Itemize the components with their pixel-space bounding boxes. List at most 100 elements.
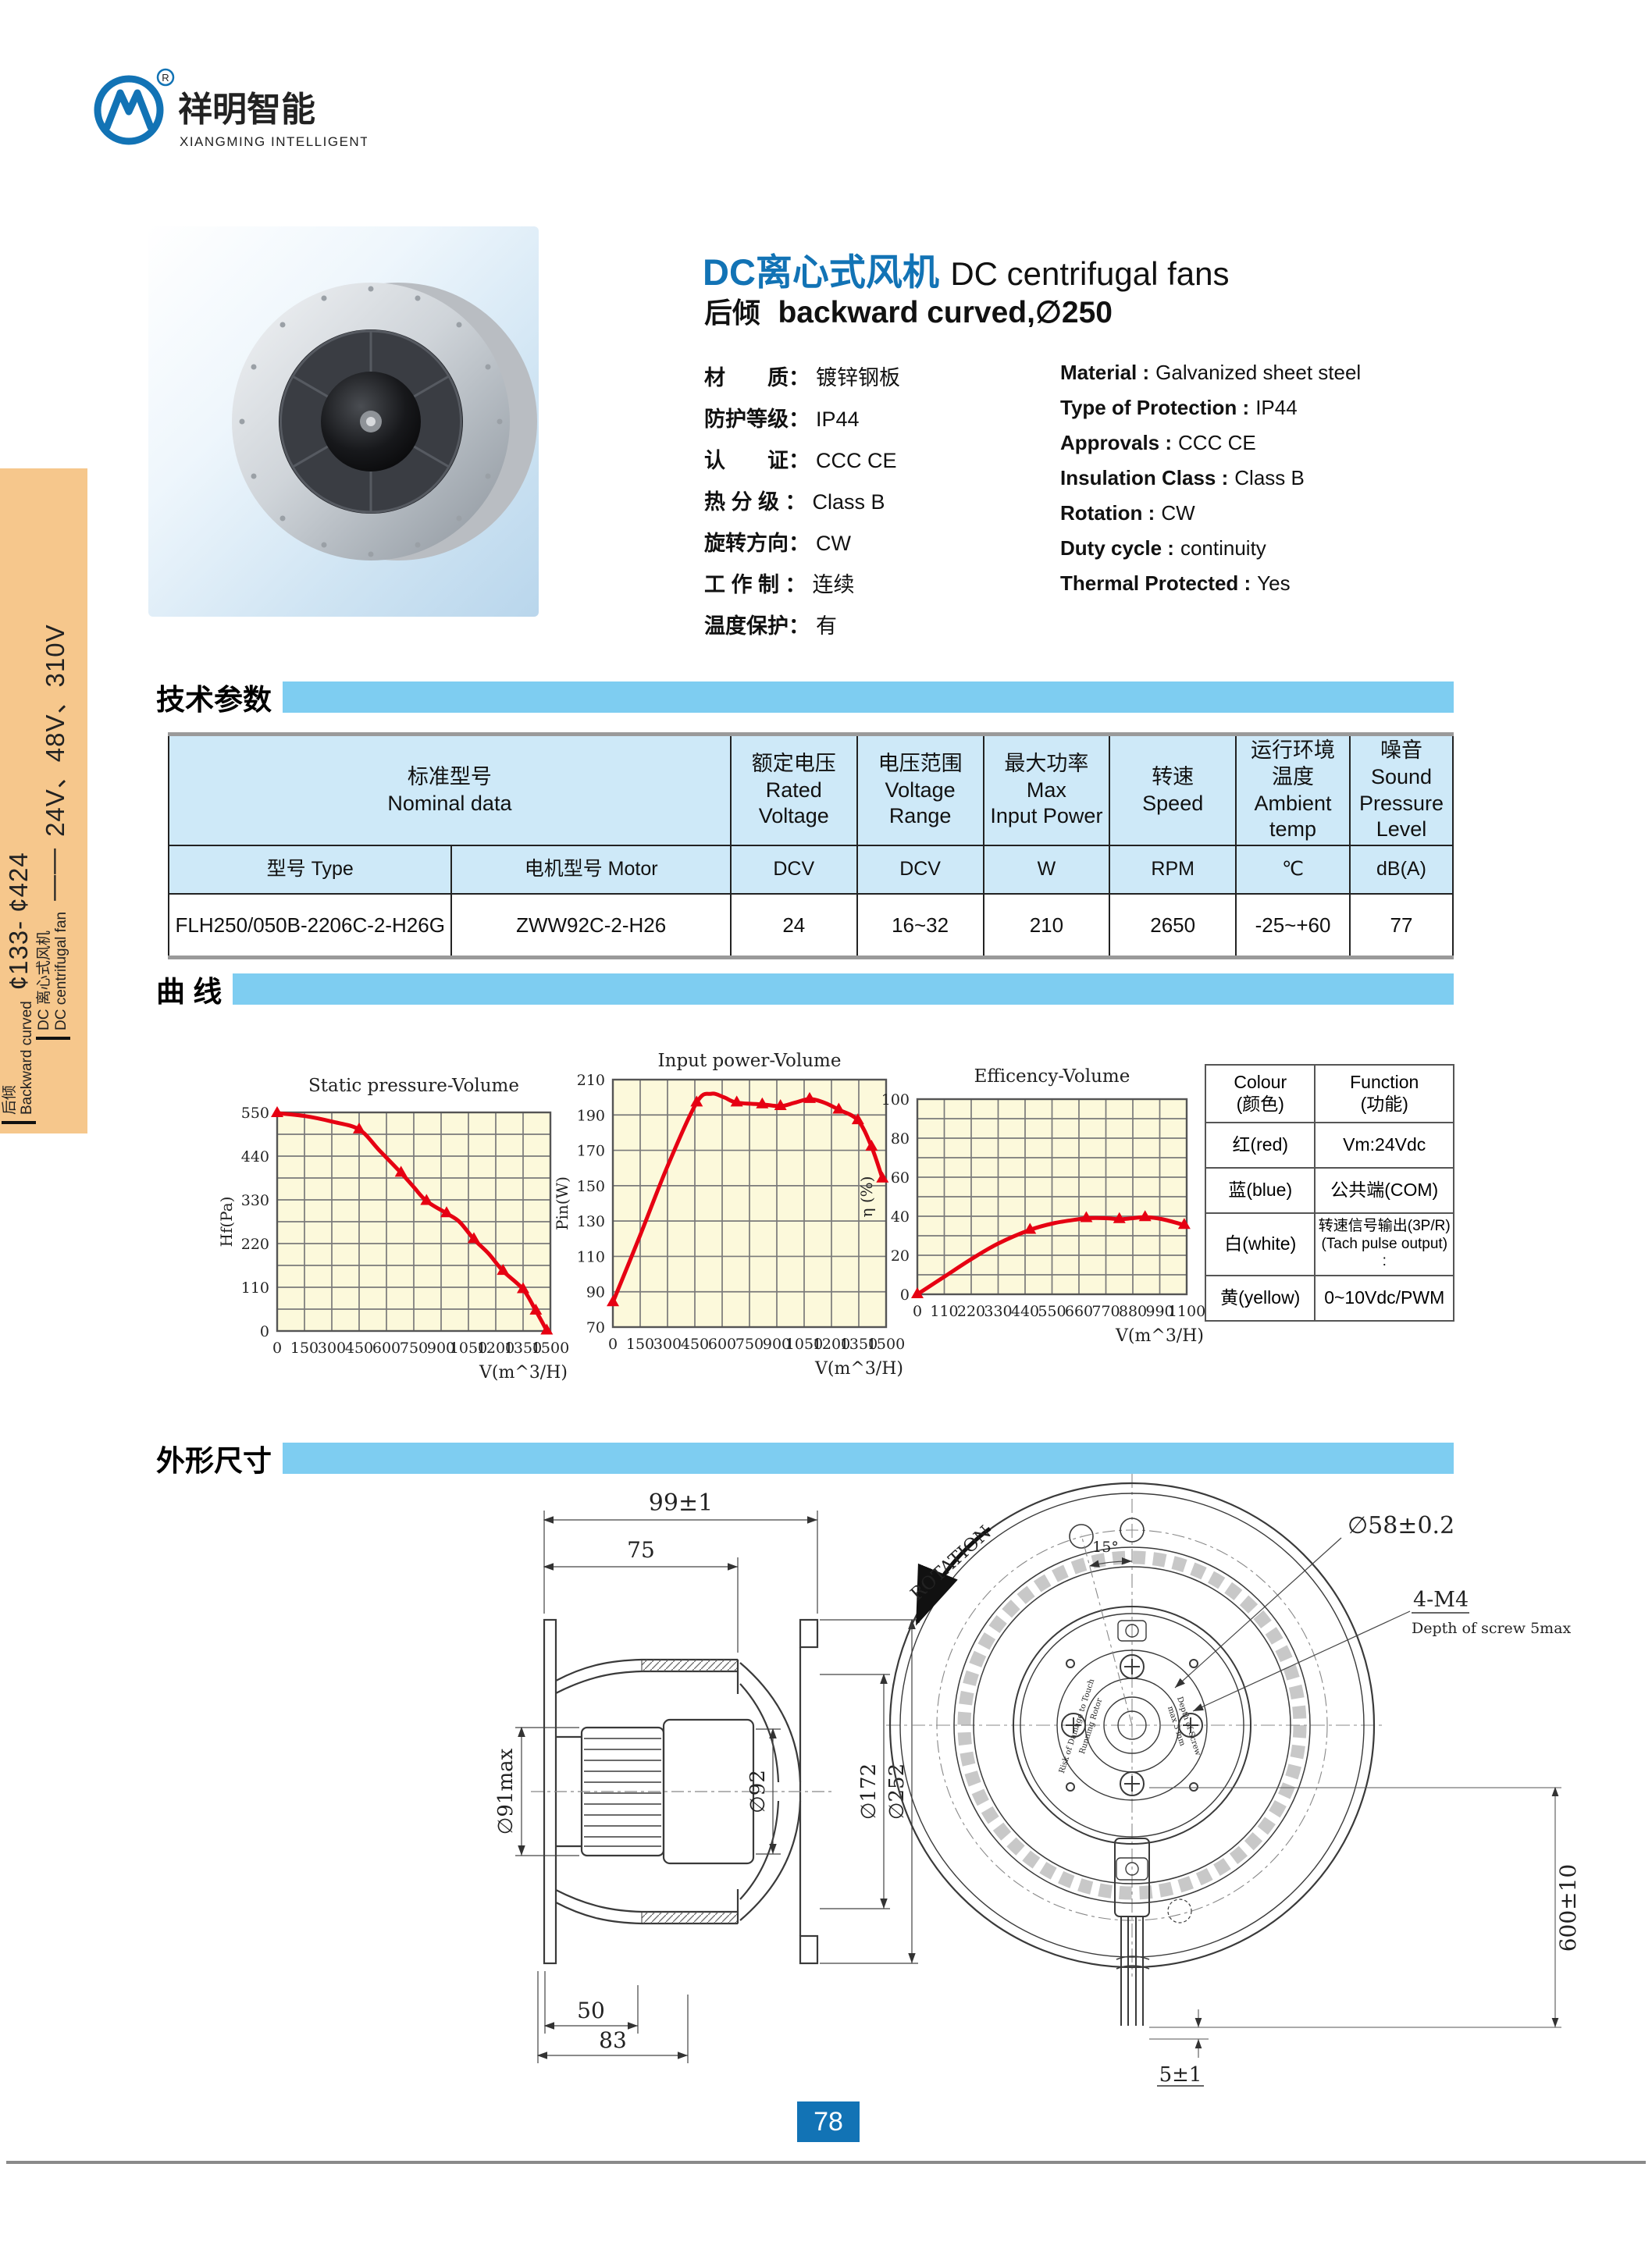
footer-rule xyxy=(6,2161,1646,2164)
svg-text:Hf(Pa): Hf(Pa) xyxy=(217,1197,236,1247)
sidebar-series-en: DC centrifugal fan xyxy=(53,911,69,1030)
chart-input-power-volume: 0 150300450600750900105012001350150070901… xyxy=(553,1051,905,1379)
svg-text:90: 90 xyxy=(586,1284,605,1301)
spec-list-en: Material : Galvanized sheet steel Type of… xyxy=(1060,361,1361,596)
svg-text:600: 600 xyxy=(372,1340,401,1357)
svg-text:600: 600 xyxy=(708,1336,736,1353)
svg-text:Pin(W): Pin(W) xyxy=(553,1176,571,1230)
header-voltage-range: 电压范围 Voltage Range xyxy=(856,733,984,846)
sidebar-series-cn: DC 离心式风机 xyxy=(36,931,53,1030)
unit-w: W xyxy=(982,845,1111,895)
svg-text:550: 550 xyxy=(241,1105,269,1122)
unit-dcv2: DCV xyxy=(856,845,984,895)
unit-dba: dB(A) xyxy=(1348,845,1454,895)
subtitle-cn: 后倾 xyxy=(704,297,761,329)
page-number-badge: 78 xyxy=(797,2101,860,2142)
svg-text:η (%): η (%) xyxy=(857,1176,876,1218)
dim-50: 50 xyxy=(577,1998,605,2023)
svg-text:220: 220 xyxy=(241,1236,269,1253)
spec-row: 防护等级： IP44 xyxy=(704,407,860,431)
fan-image-icon xyxy=(232,283,537,560)
wire-header-function: Function (功能) xyxy=(1314,1064,1454,1123)
dim-172: ∅172 xyxy=(857,1763,881,1820)
svg-text:660: 660 xyxy=(1065,1303,1093,1320)
registered-mark: R xyxy=(162,72,169,84)
cell-rated-voltage: 24 xyxy=(729,893,858,959)
svg-text:300: 300 xyxy=(653,1336,682,1353)
drawing-side-view: 99±1 75 ∅91max ∅92 ∅172 ∅252 50 83 xyxy=(494,1489,918,2063)
dim-600: 600±10 xyxy=(1555,1864,1581,1952)
svg-text:20: 20 xyxy=(891,1247,910,1265)
logo-m-icon xyxy=(103,89,155,131)
svg-text:150: 150 xyxy=(626,1336,654,1353)
spec-row: 认 证： CCC CE xyxy=(704,449,897,472)
svg-text:750: 750 xyxy=(400,1340,428,1357)
section-title: 技术参数 xyxy=(156,684,272,716)
spec-row: Duty cycle : continuity xyxy=(1060,536,1266,560)
spec-row: Rotation : CW xyxy=(1060,501,1195,525)
unit-rpm: RPM xyxy=(1109,845,1237,895)
section-title: 外形尺寸 xyxy=(156,1445,272,1477)
svg-text:1350: 1350 xyxy=(840,1336,878,1353)
wire-header-row: Colour (颜色) Function (功能) xyxy=(1204,1064,1454,1123)
section-bar xyxy=(233,973,1454,1005)
svg-text:110: 110 xyxy=(577,1248,605,1265)
svg-text:60: 60 xyxy=(891,1169,910,1187)
cell-motor: ZWW92C-2-H26 xyxy=(450,893,732,959)
page-number: 78 xyxy=(814,2106,843,2137)
logo-circle-icon xyxy=(94,75,164,145)
svg-text:1500: 1500 xyxy=(532,1340,569,1357)
sidebar-size-range: ¢133- ¢424 xyxy=(3,852,33,991)
brand-cn: 祥明智能 xyxy=(178,91,315,129)
wire-header-colour: Colour (颜色) xyxy=(1204,1064,1316,1123)
cell-max-power: 210 xyxy=(982,893,1111,959)
dim-58: ∅58±0.2 xyxy=(1348,1512,1454,1539)
svg-text:1200: 1200 xyxy=(477,1340,514,1357)
dim-4m4: 4-M4 xyxy=(1413,1588,1469,1612)
cell-voltage-range: 16~32 xyxy=(856,893,984,959)
sidebar-tab: DC 离心式风机 DC centrifugal fan —— 24V、48V、3… xyxy=(0,468,87,1133)
sidebar-type-line: 后倾 Backward curved ¢133- ¢424 xyxy=(2,852,36,1124)
svg-text:0: 0 xyxy=(900,1286,910,1304)
sidebar-voltage-range: 24V、48V、310V xyxy=(41,624,69,837)
svg-text:0: 0 xyxy=(608,1336,618,1353)
header-ambient-temp: 运行环境 温度 Ambient temp xyxy=(1235,733,1351,846)
cell-ambient: -25~+60 xyxy=(1235,893,1351,959)
svg-text:110: 110 xyxy=(930,1303,958,1320)
svg-text:150: 150 xyxy=(290,1340,319,1357)
section-bar xyxy=(283,681,1454,713)
svg-text:210: 210 xyxy=(577,1072,605,1089)
section-header-curves: 曲 线 xyxy=(156,968,1454,1010)
svg-text:900: 900 xyxy=(427,1340,455,1357)
svg-text:150: 150 xyxy=(577,1178,605,1195)
svg-text:770: 770 xyxy=(1091,1303,1120,1320)
spec-row: Thermal Protected : Yes xyxy=(1060,571,1291,595)
svg-text:450: 450 xyxy=(345,1340,373,1357)
product-photo xyxy=(148,226,539,617)
svg-text:220: 220 xyxy=(957,1303,985,1320)
section-title: 曲 线 xyxy=(156,976,223,1008)
dim-83: 83 xyxy=(599,2027,627,2053)
unit-type: 型号 Type xyxy=(167,845,453,895)
dim-4m4-note: Depth of screw 5max xyxy=(1412,1620,1572,1637)
table-header-row: 标准型号 Nominal data 额定电压 Rated Voltage 电压范围 Vo… xyxy=(168,733,1454,846)
sidebar-series-line: DC 离心式风机 DC centrifugal fan —— 24V、48V、3… xyxy=(34,624,72,1040)
svg-text:170: 170 xyxy=(577,1143,605,1160)
svg-text:0: 0 xyxy=(272,1340,282,1357)
spec-row: Approvals : CCC CE xyxy=(1060,431,1256,454)
dim-angle-15: 15° xyxy=(1092,1539,1119,1556)
cell-speed: 2650 xyxy=(1109,893,1237,959)
wire-row-yellow: 黄(yellow) 0~10Vdc/PWM xyxy=(1204,1275,1454,1322)
svg-text:Efficency-Volume: Efficency-Volume xyxy=(974,1066,1130,1087)
subtitle-en: backward curved,∅250 xyxy=(778,296,1113,329)
spec-row: 旋转方向： CW xyxy=(704,532,851,555)
spec-row: 热 分 级 ： Class B xyxy=(704,490,885,514)
sidebar-type-en: Backward curved xyxy=(18,1001,35,1115)
wire-colour-function-table: Colour (颜色) Function (功能) 红(red) Vm:24Vdc … xyxy=(1204,1064,1454,1322)
page-title: DC离心式风机 DC centrifugal fans xyxy=(703,242,1230,296)
header-nominal: 标准型号 Nominal data xyxy=(168,733,732,846)
section-bar xyxy=(283,1443,1454,1474)
tech-parameters-table: 标准型号 Nominal data 额定电压 Rated Voltage 电压范围 Vo… xyxy=(167,732,1454,959)
unit-celsius: ℃ xyxy=(1235,845,1351,895)
